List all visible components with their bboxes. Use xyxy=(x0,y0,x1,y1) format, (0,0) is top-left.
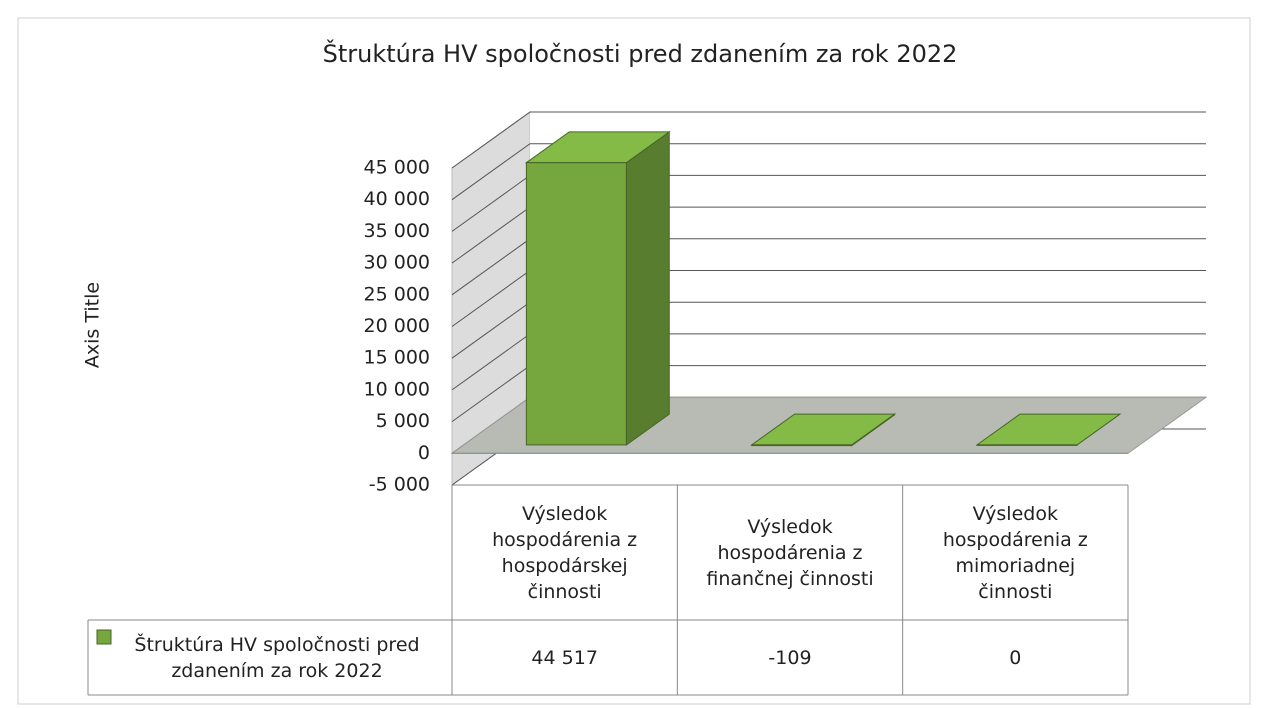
y-tick-label: 10 000 xyxy=(364,378,430,400)
y-tick-label: 15 000 xyxy=(364,347,430,369)
bar-side xyxy=(625,130,670,446)
bar-front xyxy=(976,444,1078,446)
bar xyxy=(750,413,897,447)
y-tick-label: 45 000 xyxy=(364,157,430,179)
legend-label: Štruktúra HV spoločnosti pred zdanením z… xyxy=(134,633,420,682)
category-label: Výsledok hospodárenia z hospodárskej čin… xyxy=(492,502,638,603)
y-tick-label: 0 xyxy=(418,442,430,464)
bar xyxy=(524,130,671,446)
y-tick-label: 40 000 xyxy=(364,188,430,210)
category-label: Výsledok hospodárenia z mimoriadnej činn… xyxy=(942,502,1088,603)
legend-swatch xyxy=(96,629,112,645)
table-value: 0 xyxy=(1009,646,1022,669)
grid-line xyxy=(451,111,1206,169)
bar-front xyxy=(751,444,853,447)
y-tick-label: -5 000 xyxy=(369,474,430,496)
bar xyxy=(975,413,1122,446)
y-tick-label: 25 000 xyxy=(364,283,430,305)
table-value: 44 517 xyxy=(531,646,598,669)
table-value: -109 xyxy=(768,646,812,669)
category-label: Výsledok hospodárenia z finančnej činnos… xyxy=(706,515,874,590)
y-tick-label: 35 000 xyxy=(364,220,430,242)
chart-border xyxy=(17,17,1251,705)
y-tick-label: 30 000 xyxy=(364,252,430,274)
y-axis-title: Axis Title xyxy=(82,282,104,368)
y-tick-label: 20 000 xyxy=(364,315,430,337)
y-tick-label: 5 000 xyxy=(376,410,430,432)
grid-line xyxy=(451,143,1206,201)
chart-title: Štruktúra HV spoločnosti pred zdanením z… xyxy=(323,38,958,68)
bar-front xyxy=(525,162,627,446)
